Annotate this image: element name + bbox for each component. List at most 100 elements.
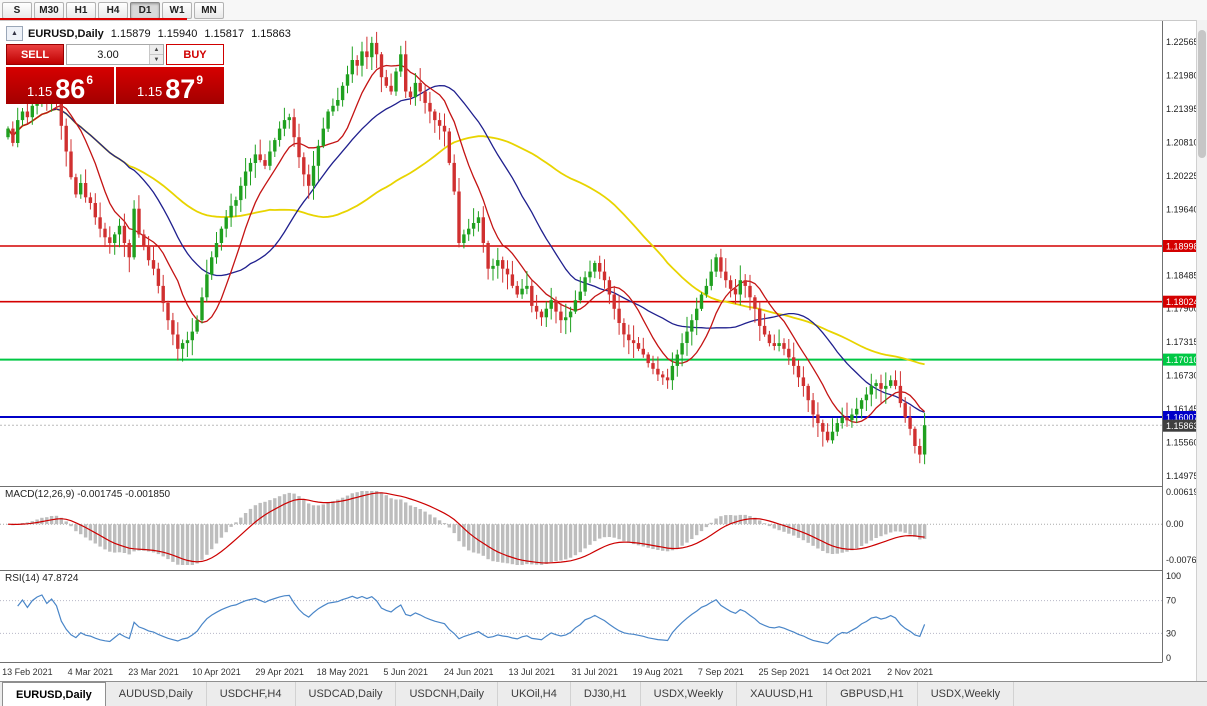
svg-text:18 May 2021: 18 May 2021: [317, 667, 369, 677]
svg-text:1.16007: 1.16007: [1166, 413, 1199, 423]
price-axis-ticks: 1.22565 1.21980 1.21395 1.20810 1.20225 1.196…: [1166, 37, 1199, 481]
scrollbar-thumb[interactable]: [1198, 30, 1206, 158]
ohlc-low: 1.15817: [204, 27, 245, 40]
chart-symbol-label: EURUSD,Daily: [28, 27, 104, 40]
rsi-axis-ticks: 100 70 30 0: [1166, 571, 1181, 663]
tab-gbpusd-h1[interactable]: GBPUSD,H1: [827, 682, 918, 706]
tab-xauusd-h1[interactable]: XAUUSD,H1: [737, 682, 828, 706]
svg-text:1.21980: 1.21980: [1166, 71, 1199, 81]
macd-histogram: [6, 491, 927, 565]
trade-row: SELL 3.00 ▲ ▼ BUY: [6, 44, 224, 65]
svg-text:1.20225: 1.20225: [1166, 171, 1199, 181]
volume-input[interactable]: 3.00: [97, 48, 119, 61]
svg-text:1.14975: 1.14975: [1166, 471, 1199, 481]
svg-text:1.21395: 1.21395: [1166, 104, 1199, 114]
tab-usdx-weekly[interactable]: USDX,Weekly: [918, 682, 1015, 706]
tab-usdcad-daily[interactable]: USDCAD,Daily: [296, 682, 397, 706]
svg-text:30: 30: [1166, 628, 1176, 638]
svg-text:1.17315: 1.17315: [1166, 337, 1199, 347]
timeframe-button-m30[interactable]: M30: [34, 1, 64, 19]
candles-group: [6, 31, 927, 465]
volume-decrease-button[interactable]: ▼: [150, 55, 163, 64]
chart-tabs-bar: EURUSD,Daily AUDUSD,Daily USDCHF,H4 USDCAD,…: [0, 681, 1207, 706]
svg-text:13 Jul 2021: 13 Jul 2021: [509, 667, 556, 677]
svg-text:0: 0: [1166, 653, 1171, 663]
svg-text:1.17900: 1.17900: [1166, 304, 1199, 314]
svg-text:13 Feb 2021: 13 Feb 2021: [2, 667, 53, 677]
svg-text:1.19640: 1.19640: [1166, 204, 1199, 214]
buy-price-base: 1.15: [136, 84, 163, 99]
volume-spinner: ▲ ▼: [149, 45, 163, 64]
ma-55-line: [7, 108, 925, 366]
svg-text:1.22565: 1.22565: [1166, 37, 1199, 47]
macd-indicator-label: MACD(12,26,9) -0.001745 -0.001850: [5, 489, 171, 500]
ohlc-high: 1.15940: [157, 27, 198, 40]
level-badge-1.18998: 1.18998: [1163, 240, 1199, 252]
tab-eurusd-daily[interactable]: EURUSD,Daily: [2, 682, 106, 706]
sell-price-tile[interactable]: 1.15 86 6: [6, 67, 114, 104]
macd-axis-ticks: 0.006193 0.00 -0.007621: [1166, 487, 1207, 565]
sell-price-point: 6: [86, 73, 94, 87]
timeframe-button-s[interactable]: S: [2, 1, 32, 19]
timeframe-toolbar: S M30 H1 H4 D1 W1 MN: [0, 0, 1207, 21]
svg-text:1.16145: 1.16145: [1166, 404, 1199, 414]
timeframe-button-d1[interactable]: D1: [130, 1, 160, 19]
svg-text:0.006193: 0.006193: [1166, 487, 1204, 497]
timeframe-button-w1[interactable]: W1: [162, 1, 192, 19]
svg-text:7 Sep 2021: 7 Sep 2021: [698, 667, 744, 677]
tab-usdchf-h4[interactable]: USDCHF,H4: [207, 682, 296, 706]
tab-ukoil-h4[interactable]: UKOil,H4: [498, 682, 571, 706]
buy-price-point: 9: [196, 73, 204, 87]
svg-text:5 Jun 2021: 5 Jun 2021: [383, 667, 428, 677]
sell-price-base: 1.15: [26, 84, 53, 99]
svg-text:10 Apr 2021: 10 Apr 2021: [192, 667, 241, 677]
timeframe-button-h4[interactable]: H4: [98, 1, 128, 19]
buy-button[interactable]: BUY: [166, 44, 224, 65]
svg-text:70: 70: [1166, 596, 1176, 606]
current-price-badge: 1.15863: [1163, 419, 1199, 432]
sell-button[interactable]: SELL: [6, 44, 64, 65]
svg-text:100: 100: [1166, 571, 1181, 581]
timeframe-button-mn[interactable]: MN: [194, 1, 224, 19]
svg-text:1.17010: 1.17010: [1166, 355, 1199, 365]
volume-control[interactable]: 3.00 ▲ ▼: [66, 44, 164, 65]
buy-price-pips: 87: [165, 74, 196, 105]
ohlc-close: 1.15863: [251, 27, 291, 40]
level-badge-1.17010: 1.17010: [1163, 353, 1199, 366]
ma-25-line: [7, 84, 925, 413]
bid-ask-tiles: 1.15 86 6 1.15 87 9: [6, 67, 224, 104]
one-click-trade-panel: SELL 3.00 ▲ ▼ BUY 1.15 86 6 1.15 87 9: [6, 44, 224, 104]
svg-text:1.15863: 1.15863: [1166, 421, 1199, 431]
tab-usdx-weekly[interactable]: USDX,Weekly: [641, 682, 738, 706]
rsi-line: [17, 594, 926, 645]
rsi-indicator-label: RSI(14) 47.8724: [5, 573, 79, 584]
ma-10-line: [7, 64, 926, 424]
date-axis-labels: 13 Feb 2021 4 Mar 2021 23 Mar 2021 10 Apr 2…: [2, 667, 933, 677]
buy-price-tile[interactable]: 1.15 87 9: [116, 67, 224, 104]
tab-usdcnh-daily[interactable]: USDCNH,Daily: [396, 682, 499, 706]
tab-audusd-daily[interactable]: AUDUSD,Daily: [106, 682, 207, 706]
vertical-scrollbar[interactable]: [1196, 20, 1207, 681]
macd-signal-line: [7, 492, 925, 564]
tab-dj30-h1[interactable]: DJ30,H1: [571, 682, 641, 706]
svg-text:4 Mar 2021: 4 Mar 2021: [68, 667, 114, 677]
svg-text:1.20810: 1.20810: [1166, 137, 1199, 147]
svg-text:0.00: 0.00: [1166, 519, 1184, 529]
svg-text:19 Aug 2021: 19 Aug 2021: [633, 667, 684, 677]
svg-text:2 Nov 2021: 2 Nov 2021: [887, 667, 933, 677]
svg-text:25 Sep 2021: 25 Sep 2021: [758, 667, 809, 677]
svg-text:31 Jul 2021: 31 Jul 2021: [572, 667, 619, 677]
svg-text:1.18998: 1.18998: [1166, 242, 1199, 252]
timeframe-button-h1[interactable]: H1: [66, 1, 96, 19]
svg-text:1.16730: 1.16730: [1166, 371, 1199, 381]
collapse-trade-panel-button[interactable]: ▲: [6, 26, 23, 41]
svg-text:29 Apr 2021: 29 Apr 2021: [255, 667, 304, 677]
volume-increase-button[interactable]: ▲: [150, 45, 163, 55]
level-badge-1.18024: 1.18024: [1163, 295, 1199, 308]
svg-text:14 Oct 2021: 14 Oct 2021: [822, 667, 871, 677]
ohlc-open: 1.15879: [110, 27, 151, 40]
svg-text:-0.007621: -0.007621: [1166, 555, 1207, 565]
svg-text:24 Jun 2021: 24 Jun 2021: [444, 667, 494, 677]
